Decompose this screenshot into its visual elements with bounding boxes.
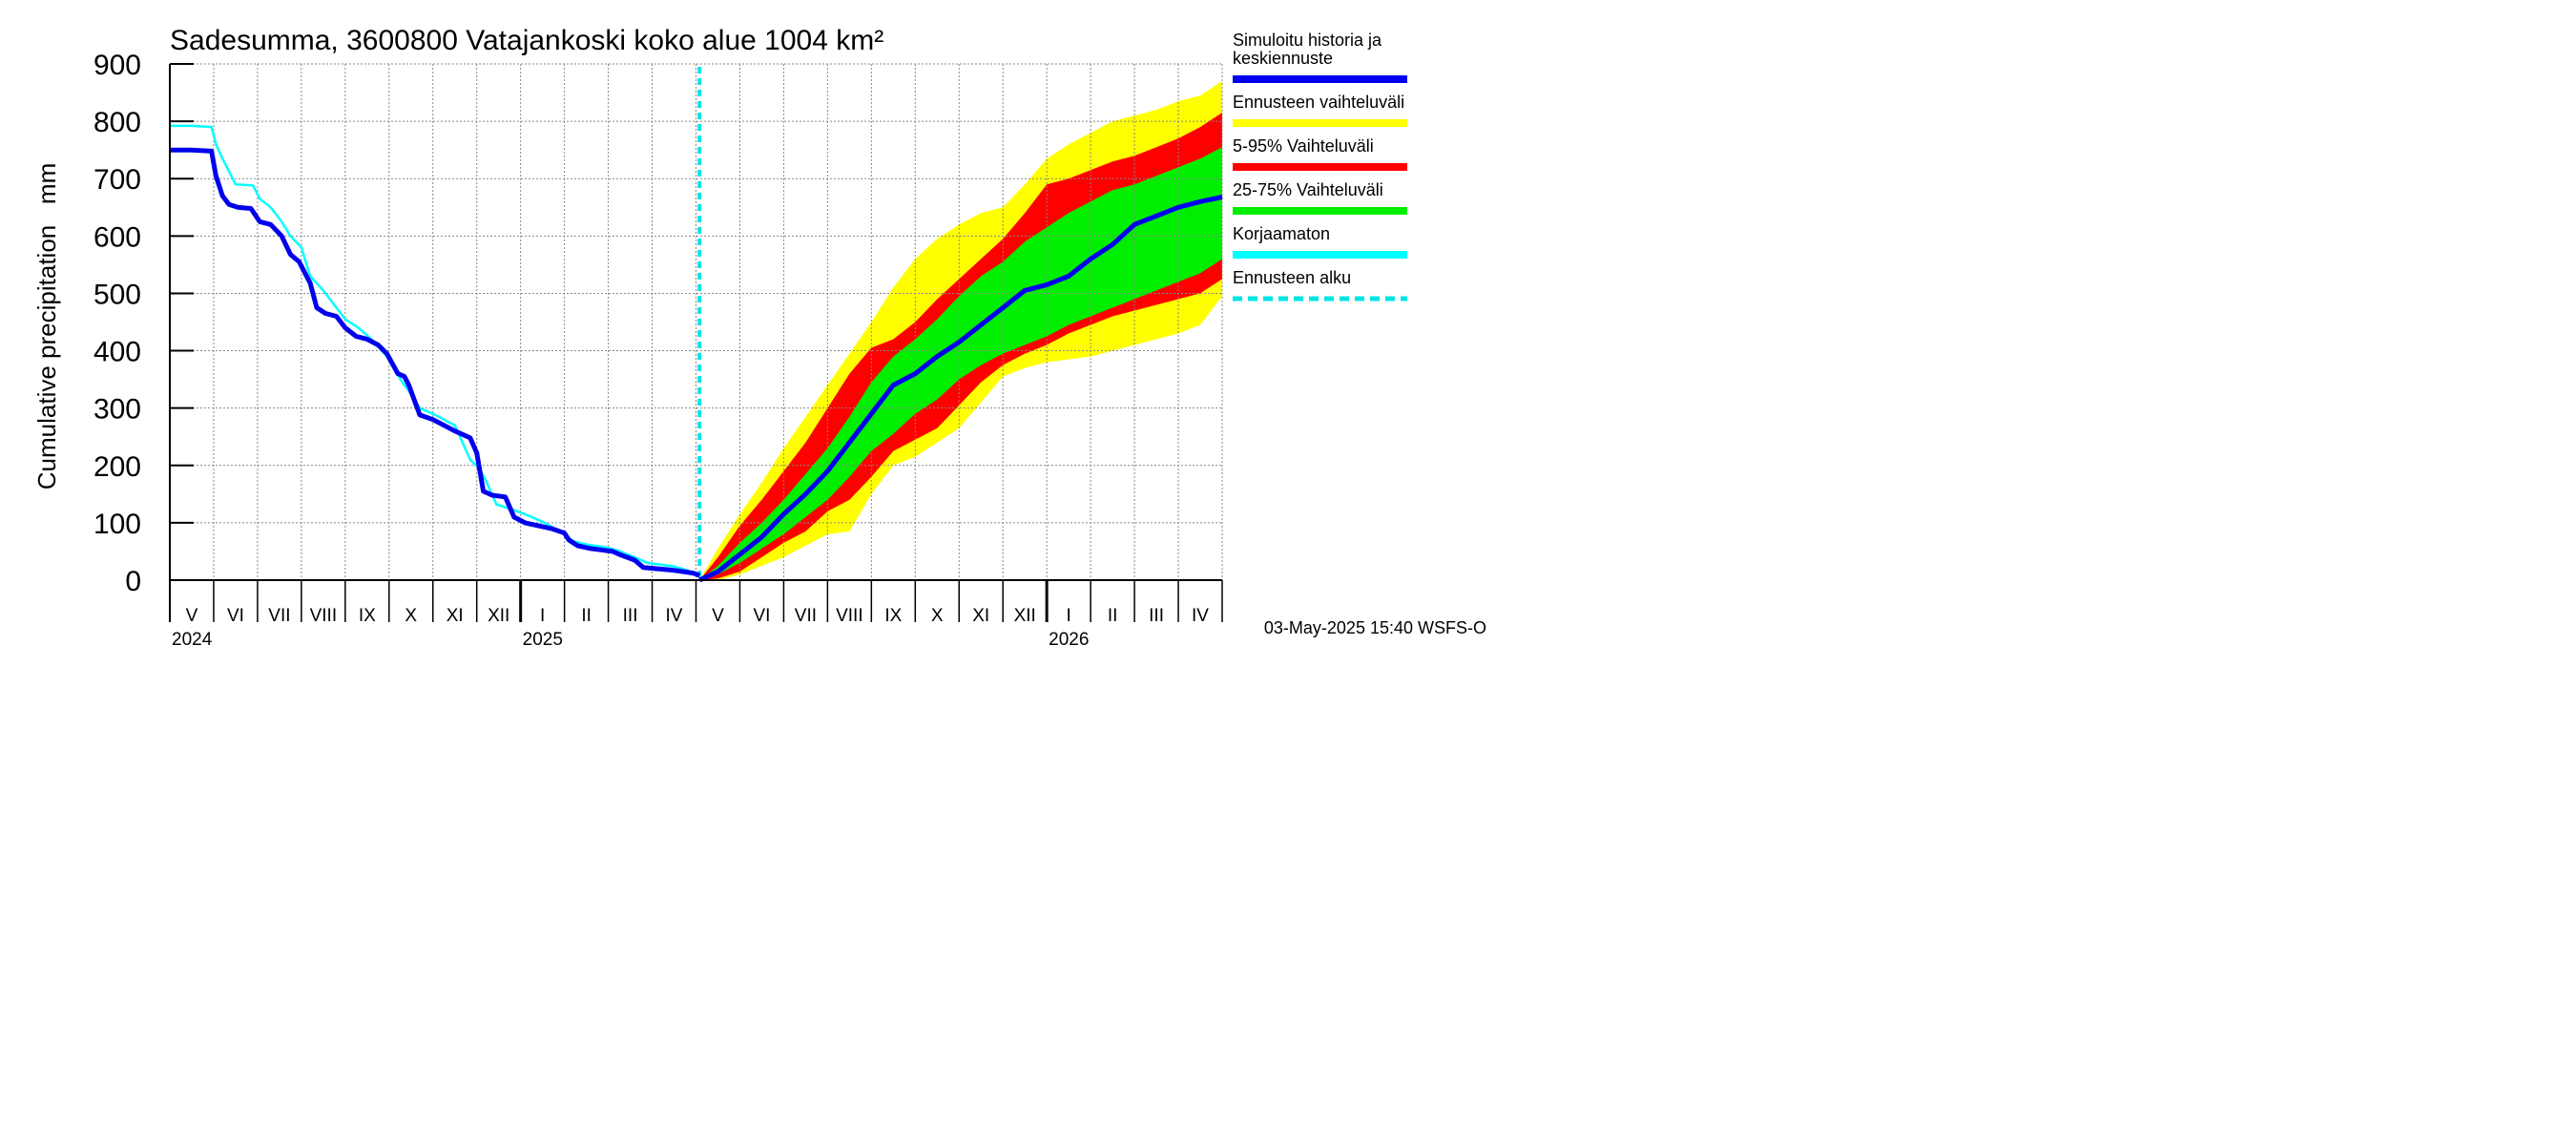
legend-item: Ennusteen vaihteluväli xyxy=(1233,93,1407,127)
y-tick-label: 400 xyxy=(93,337,141,368)
legend-item: Ennusteen alku xyxy=(1233,268,1407,302)
band-25-75 xyxy=(699,147,1222,580)
forecast-bands xyxy=(699,81,1222,580)
timestamp-footer: 03-May-2025 15:40 WSFS-O xyxy=(1264,618,1486,637)
y-tick-label: 700 xyxy=(93,164,141,196)
legend-item: 5-95% Vaihteluväli xyxy=(1233,136,1407,171)
y-tick-label: 300 xyxy=(93,394,141,426)
y-tick-label: 100 xyxy=(93,509,141,540)
legend-label: Ennusteen alku xyxy=(1233,268,1351,287)
month-label: XII xyxy=(1014,606,1036,626)
month-label: X xyxy=(405,606,417,626)
legend-label: Simuloitu historia ja xyxy=(1233,31,1382,50)
month-label: III xyxy=(1149,606,1164,626)
month-label: II xyxy=(1108,606,1118,626)
uncorrected-line xyxy=(170,124,700,576)
month-label: IX xyxy=(359,606,376,626)
median-forecast-line xyxy=(698,195,1223,583)
month-label: V xyxy=(186,606,198,626)
month-label: VII xyxy=(268,606,290,626)
month-label: VII xyxy=(795,606,817,626)
y-tick-label: 500 xyxy=(93,279,141,310)
month-label: XI xyxy=(447,606,464,626)
legend-label: 25-75% Vaihteluväli xyxy=(1233,180,1383,199)
legend-label: Korjaamaton xyxy=(1233,224,1330,243)
month-label: V xyxy=(712,606,724,626)
legend-item: 25-75% Vaihteluväli xyxy=(1233,180,1407,215)
year-label: 2024 xyxy=(172,630,213,650)
chart-title: Sadesumma, 3600800 Vatajankoski koko alu… xyxy=(170,25,883,56)
month-label: III xyxy=(623,606,638,626)
y-tick-label: 800 xyxy=(93,107,141,138)
month-label: I xyxy=(540,606,545,626)
y-tick-labels: 0 100 200 300 400 500 600 700 800 900 xyxy=(93,50,141,597)
y-tick-label: 600 xyxy=(93,221,141,253)
axes xyxy=(169,63,1223,622)
simulated-history-line xyxy=(170,147,701,578)
month-label: VIII xyxy=(836,606,863,626)
y-axis-label: Cumulative precipitation mm xyxy=(32,163,61,489)
month-label: XI xyxy=(972,606,989,626)
month-label: VI xyxy=(227,606,244,626)
month-label: I xyxy=(1067,606,1071,626)
month-label: IV xyxy=(1192,606,1209,626)
month-label: II xyxy=(581,606,592,626)
legend-label: 5-95% Vaihteluväli xyxy=(1233,136,1374,156)
legend-label: keskiennuste xyxy=(1233,49,1333,68)
y-tick-label: 900 xyxy=(93,50,141,81)
year-label: 2026 xyxy=(1049,630,1089,650)
y-tick-label: 200 xyxy=(93,451,141,483)
y-tick-label: 0 xyxy=(125,566,141,597)
month-label: IV xyxy=(666,606,683,626)
year-label: 2025 xyxy=(523,630,563,650)
legend-item: Korjaamaton xyxy=(1233,224,1407,259)
month-label: XII xyxy=(488,606,509,626)
month-label: X xyxy=(931,606,944,626)
x-tick-labels: V VI VII VIII IX X XI XII I II III IV V VI VII VIII IX X X… xyxy=(172,606,1209,650)
month-label: IX xyxy=(884,606,902,626)
month-label: VIII xyxy=(310,606,338,626)
legend-label: Ennusteen vaihteluväli xyxy=(1233,93,1404,112)
month-label: VI xyxy=(753,606,770,626)
